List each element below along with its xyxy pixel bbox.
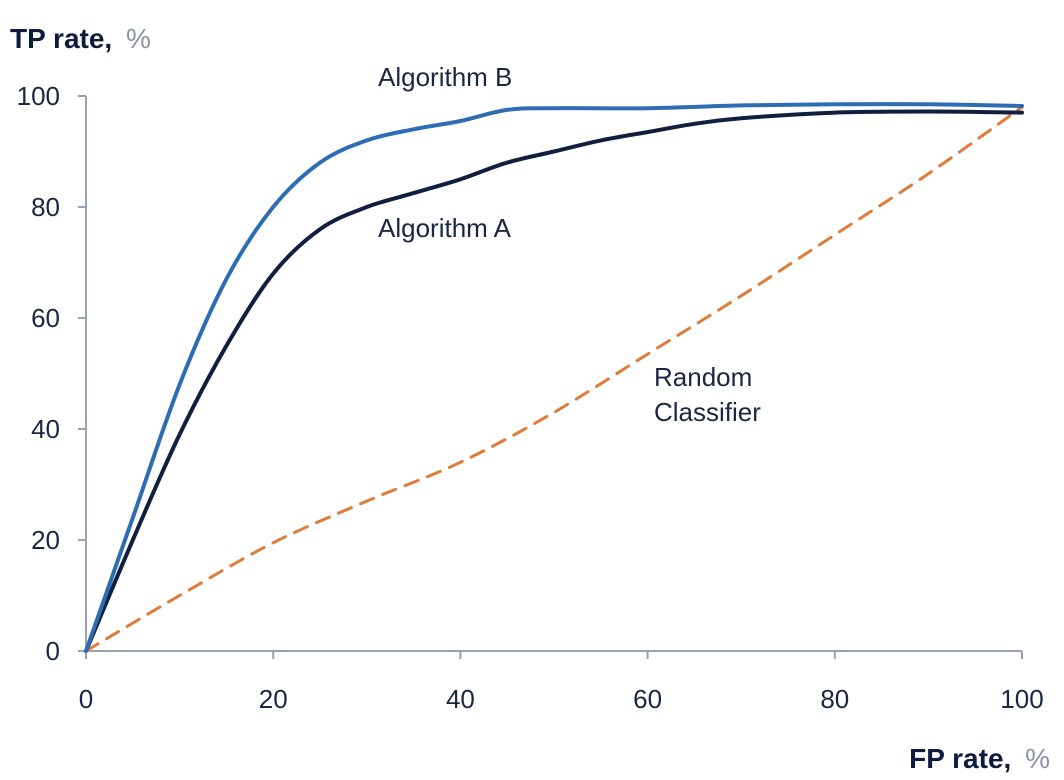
x-tick-label: 40 [446,684,475,714]
series-line-algorithm-b [84,102,1024,653]
y-tick-label: 20 [31,525,60,555]
x-axis-title: FP rate, % [909,743,1050,774]
x-tick-label: 60 [633,684,662,714]
annotation-random-line1: Random [654,362,752,392]
x-tick-label: 80 [820,684,849,714]
x-axis-title-unit: % [1025,743,1050,774]
series-line-random-classifier [84,105,1024,653]
y-axis-title-unit: % [126,23,151,54]
x-axis-title-main: FP rate, [909,743,1011,774]
series-line-algorithm-a [84,109,1024,653]
y-tick-label: 0 [46,636,60,666]
x-tick-label: 100 [1000,684,1043,714]
y-tick-label: 60 [31,303,60,333]
y-tick-label: 40 [31,414,60,444]
series-layer [84,102,1024,653]
annotation-random-line2: Classifier [654,397,761,427]
y-ticks: 0 20 40 60 80 100 [17,81,86,666]
y-axis-title-main: TP rate, [10,23,112,54]
x-tick-label: 20 [259,684,288,714]
annotation-algorithm-b: Algorithm B [378,62,512,92]
y-tick-label: 80 [31,192,60,222]
y-tick-label: 100 [17,81,60,111]
y-axis-title: TP rate, % [10,23,151,54]
x-tick-label: 0 [79,684,93,714]
x-ticks: 0 20 40 60 80 100 [79,651,1044,714]
annotation-algorithm-a: Algorithm A [378,213,512,243]
